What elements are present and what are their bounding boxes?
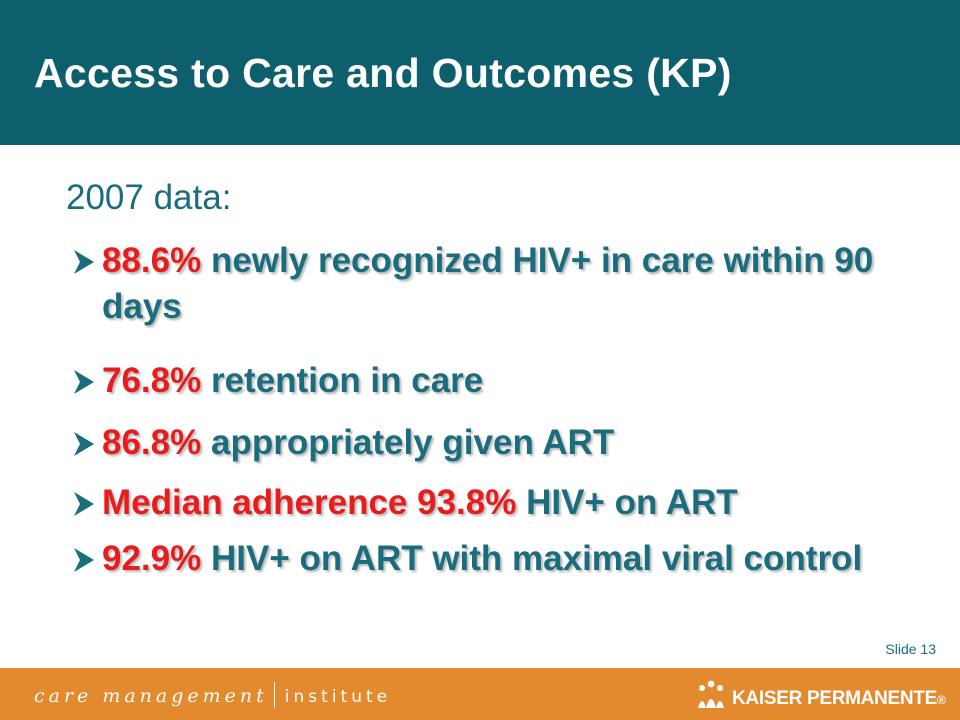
arrow-bullet-icon [74,492,94,516]
cmi-brand-name: care management [34,685,268,707]
bullet-text: retention in care [201,361,484,400]
kaiser-brand-name: KAISER PERMANENTE [732,688,937,709]
bullet-item: 88.6% newly recognized HIV+ in care with… [72,238,892,330]
slide-title: Access to Care and Outcomes (KP) [34,50,732,96]
bullet-item: 86.8% appropriately given ART [72,420,892,466]
arrow-bullet-icon [74,548,94,572]
bullet-highlight: 88.6% [102,241,202,280]
arrow-bullet-icon [74,370,94,394]
bullet-highlight: 86.8% [102,423,202,462]
bullet-text: appropriately given ART [201,423,615,462]
arrow-bullet-icon [74,250,94,274]
slide-number: Slide 13 [885,641,936,657]
footer-bar [0,668,960,720]
kaiser-permanente-logo-icon [698,680,724,708]
bullet-text: HIV+ on ART [516,483,738,522]
bullet-item: Median adherence 93.8% HIV+ on ART [72,480,892,526]
bullet-text: HIV+ on ART with maximal viral control [201,539,863,578]
cmi-brand-suffix: institute [284,687,392,707]
bullet-highlight: Median adherence 93.8% [102,483,517,522]
title-bar [0,0,960,145]
bullet-item: 76.8% retention in care [72,358,892,404]
bullet-highlight: 92.9% [102,539,202,578]
bullet-text: newly recognized HIV+ in care within 90 … [102,241,874,326]
registered-mark: ® [936,693,946,707]
data-year-label: 2007 data: [66,178,232,217]
brand-divider [273,682,275,708]
arrow-bullet-icon [74,432,94,456]
cmi-brand: care management institute [34,682,391,708]
bullet-item: 92.9% HIV+ on ART with maximal viral con… [72,539,892,578]
bullet-highlight: 76.8% [102,361,202,400]
